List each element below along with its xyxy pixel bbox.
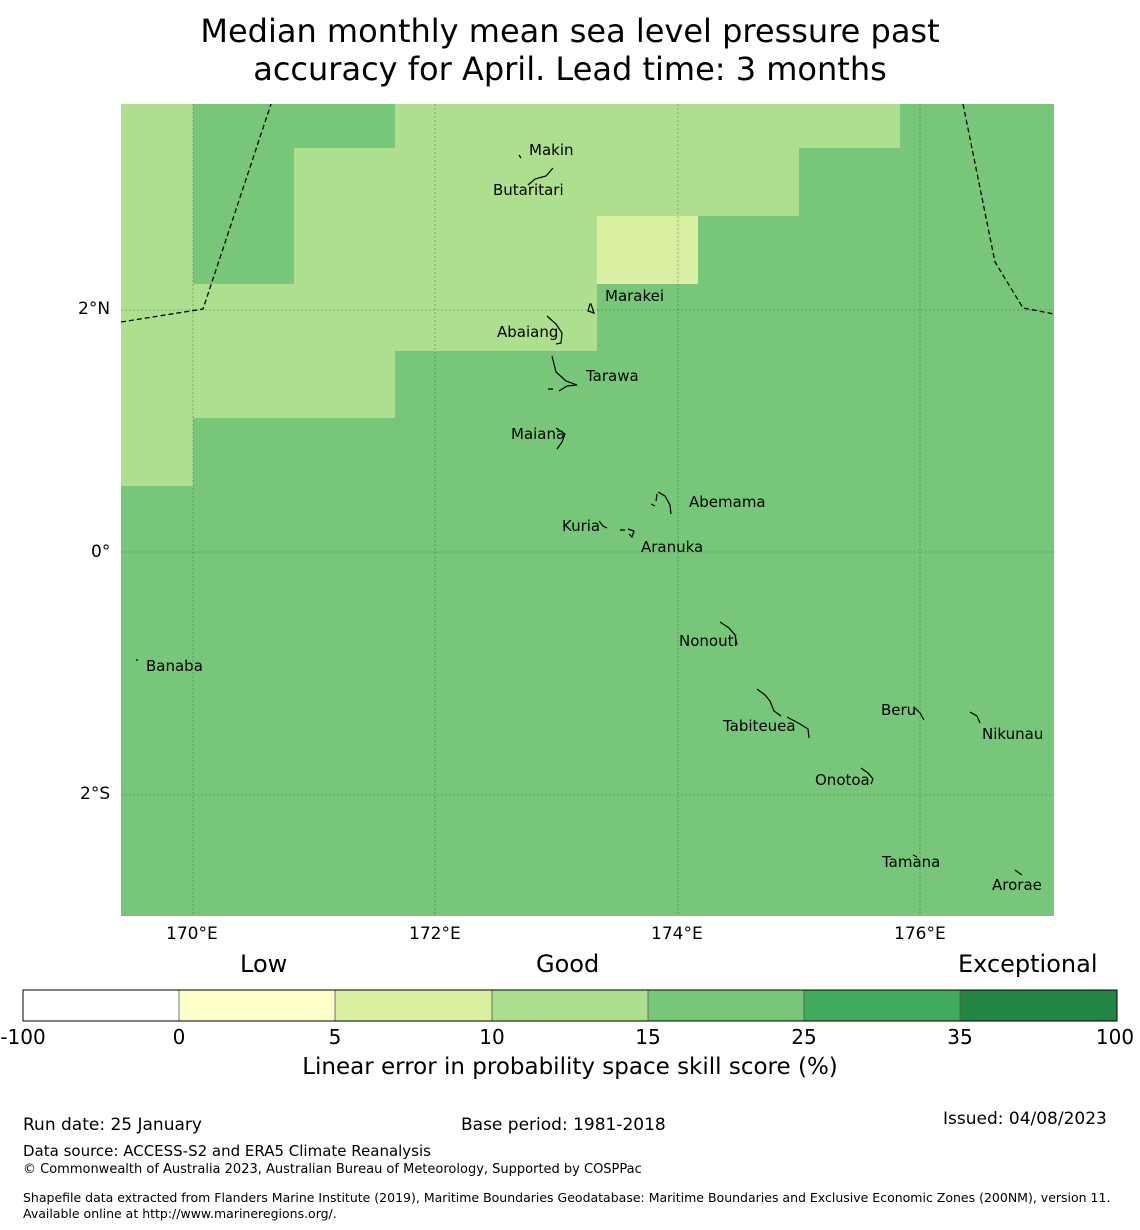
label-nonouti: Nonouti: [679, 632, 738, 650]
colorbar-frame: [22, 989, 1118, 1022]
label-aranuka: Aranuka: [641, 538, 703, 556]
label-nikunau: Nikunau: [982, 725, 1043, 743]
label-makin: Makin: [529, 141, 574, 159]
colorbar-tick: 10: [479, 1025, 505, 1049]
island-butaritari: [527, 167, 554, 186]
island-onotoa: [860, 767, 874, 785]
island-abemama: [650, 491, 672, 515]
island-tarawa: [548, 355, 578, 392]
island-aranuka: [627, 528, 635, 539]
skill-field: [121, 104, 1054, 916]
island-kuria: [598, 520, 625, 531]
colorbar-tick: 5: [328, 1025, 342, 1049]
graticule: [121, 104, 1054, 916]
colorbar-tick: 35: [947, 1025, 973, 1049]
island-nikunau: [969, 711, 981, 724]
colorbar: [22, 989, 1118, 1022]
colorbar-label: Linear error in probability space skill …: [302, 1054, 838, 1080]
colorbar-dividers: [178, 990, 961, 1021]
island-tamana: [912, 854, 918, 858]
colorbar-seg-5: [648, 990, 804, 1021]
island-beru: [914, 707, 925, 721]
island-arorae: [1014, 869, 1023, 876]
colorbar-seg-4: [492, 990, 648, 1021]
title-line-2: accuracy for April. Lead time: 3 months: [253, 50, 887, 88]
label-beru: Beru: [881, 701, 916, 719]
colorbar-word-good: Good: [536, 950, 600, 978]
skill-region-good-north: [121, 104, 900, 486]
label-banaba: Banaba: [146, 657, 203, 675]
colorbar-seg-6: [804, 990, 960, 1021]
place-labels: Makin Butaritari Marakei Abaiang Tarawa …: [146, 141, 1043, 894]
colorbar-tick: 0: [172, 1025, 186, 1049]
base-period: Base period: 1981-2018: [461, 1115, 666, 1135]
colorbar-tick: 100: [1095, 1025, 1135, 1049]
colorbar-seg-1: [23, 990, 179, 1021]
x-tick-170e: 170°E: [166, 924, 218, 944]
eez-boundary-west: [120, 103, 272, 323]
copyright: © Commonwealth of Australia 2023, Austra…: [23, 1162, 642, 1177]
label-tarawa: Tarawa: [585, 367, 639, 385]
colorbar-word-low: Low: [240, 950, 288, 978]
island-makin: [518, 154, 522, 159]
colorbar-tick: -100: [0, 1025, 46, 1049]
colorbar-word-exceptional: Exceptional: [958, 950, 1098, 978]
label-marakei: Marakei: [605, 287, 664, 305]
islands: [136, 154, 1023, 876]
shapefile-credit: Shapefile data extracted from Flanders M…: [23, 1190, 1111, 1221]
colorbar-tick: 15: [635, 1025, 661, 1049]
skill-region-low-cell: [597, 216, 698, 284]
y-tick-0: 0°: [91, 542, 111, 562]
colorbar-tick: 25: [791, 1025, 817, 1049]
y-tick-2s: 2°S: [80, 784, 111, 804]
label-onotoa: Onotoa: [815, 771, 870, 789]
colorbar-seg-3: [335, 990, 492, 1021]
label-maiana: Maiana: [511, 425, 565, 443]
label-butaritari: Butaritari: [493, 181, 564, 199]
data-source: Data source: ACCESS-S2 and ERA5 Climate …: [23, 1142, 431, 1160]
x-tick-172e: 172°E: [409, 924, 461, 944]
label-kuria: Kuria: [562, 517, 600, 535]
eez-boundary-east: [962, 103, 1055, 315]
issued-date: Issued: 04/08/2023: [943, 1109, 1107, 1129]
island-nonouti: [719, 621, 738, 646]
island-marakei: [587, 303, 595, 314]
eez-boundaries: [120, 103, 1055, 323]
colorbar-seg-2: [179, 990, 335, 1021]
colorbar-seg-7: [960, 990, 1117, 1021]
label-abemama: Abemama: [689, 493, 766, 511]
label-arorae: Arorae: [992, 876, 1042, 894]
label-tamana: Tamana: [881, 853, 940, 871]
island-maiana: [555, 427, 566, 450]
chart-title: Median monthly mean sea level pressure p…: [0, 12, 1140, 88]
x-tick-176e: 176°E: [894, 924, 946, 944]
x-tick-174e: 174°E: [651, 924, 703, 944]
label-abaiang: Abaiang: [497, 323, 558, 341]
title-line-1: Median monthly mean sea level pressure p…: [200, 12, 940, 50]
run-date: Run date: 25 January: [23, 1115, 202, 1135]
label-tabiteuea: Tabiteuea: [722, 717, 796, 735]
island-tabiteuea: [756, 688, 810, 739]
y-tick-2n: 2°N: [78, 299, 111, 319]
island-abaiang: [546, 315, 563, 345]
